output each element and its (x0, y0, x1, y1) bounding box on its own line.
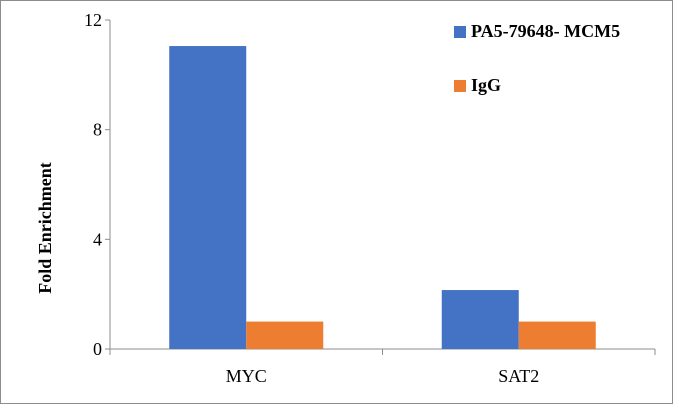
legend-label: PA5-79648- MCM5 (471, 21, 620, 41)
bar-sat2-igg (518, 321, 596, 349)
legend: PA5-79648- MCM5 IgG (454, 21, 620, 95)
y-tick-label: 4 (93, 229, 102, 249)
x-category-label: MYC (226, 366, 267, 386)
y-tick-label: 8 (93, 120, 102, 140)
bar-myc-igg (246, 321, 324, 349)
bar-myc-mcm5 (169, 46, 247, 349)
x-category-label: SAT2 (498, 366, 539, 386)
y-axis-label: Fold Enrichment (35, 162, 55, 294)
legend-swatch (454, 80, 466, 92)
y-ticks: 0 4 8 12 (84, 10, 110, 359)
legend-swatch (454, 26, 466, 38)
bar-sat2-mcm5 (441, 290, 519, 349)
bars (169, 46, 596, 349)
legend-label: IgG (471, 75, 501, 95)
y-tick-label: 0 (93, 339, 102, 359)
y-tick-label: 12 (84, 10, 102, 30)
x-categories: MYC SAT2 (109, 349, 656, 386)
